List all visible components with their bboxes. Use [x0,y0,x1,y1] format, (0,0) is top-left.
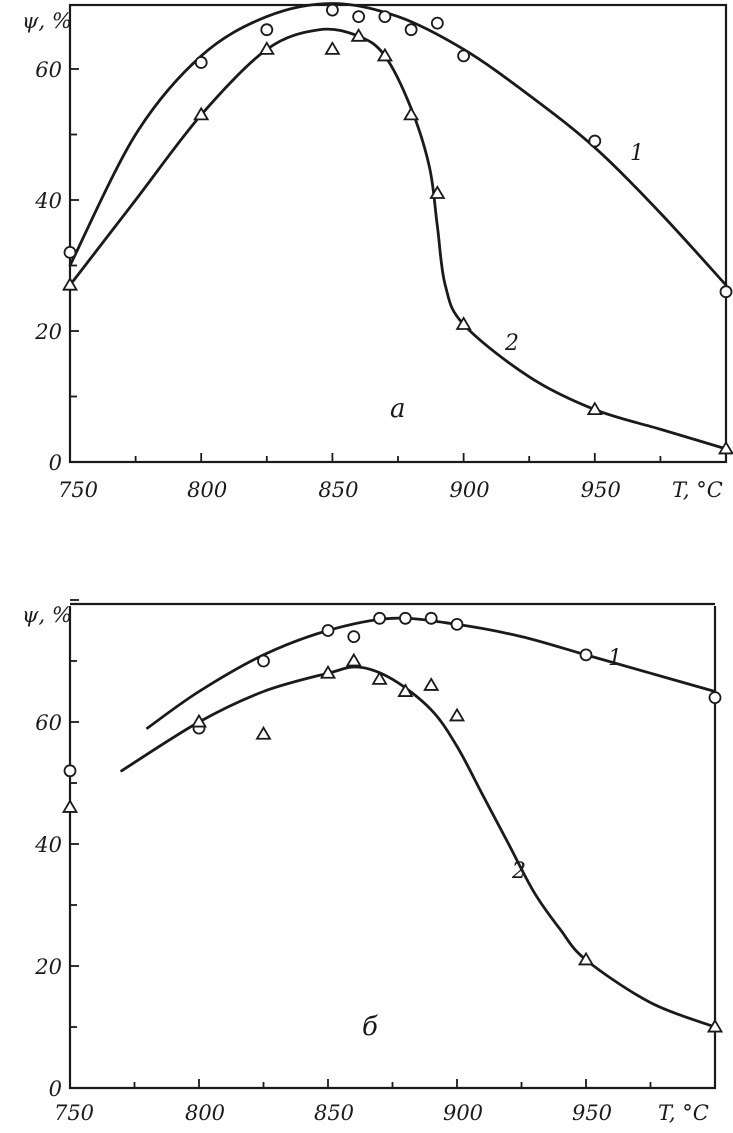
panel-label: б [362,1012,378,1042]
data-point-triangle [577,951,595,966]
y-tick-label: 40 [34,833,62,857]
data-point-circle [430,16,444,30]
data-point-triangle [455,316,472,330]
data-point-triangle [324,41,341,55]
series-2: 2 [61,27,733,455]
data-point-circle [260,23,274,37]
data-point-circle [347,630,361,643]
panel-2: 0 20 40 60 750 800 850 900 950 T, °C ψ, % б 1 2 [22,599,724,1125]
data-point-triangle [423,677,440,691]
data-point-circle [352,10,366,24]
x-tick-label: 900 [443,1101,483,1125]
data-point-triangle [586,401,603,416]
data-point-triangle [255,725,272,740]
y-axis-title: ψ, % [22,603,72,627]
x-tick-label: 800 [185,1101,225,1125]
x-tick-label: 950 [572,1101,612,1125]
series-1-label: 1 [630,141,644,166]
data-point-circle [194,56,208,69]
data-point-triangle [448,707,466,722]
series-2-label: 2 [511,859,526,884]
data-point-triangle [61,276,79,291]
data-point-triangle [397,683,414,697]
series-2: 2 [61,652,724,1033]
y-tick-label: 0 [49,451,62,475]
y-tick-label: 60 [35,58,62,82]
data-point-circle [373,611,387,625]
data-point-circle [378,10,392,24]
data-point-triangle [706,1018,724,1033]
data-point-circle [257,654,270,668]
data-point-triangle [371,671,388,685]
x-tick-label: 850 [314,1101,354,1125]
data-point-circle [321,624,335,637]
data-point-circle [63,245,77,259]
series-2-label: 2 [504,331,519,356]
data-point-triangle [717,440,733,455]
x-tick-label: 800 [187,478,227,502]
data-point-triangle [258,41,275,55]
data-point-circle [719,285,733,299]
data-point-triangle [61,799,79,813]
data-point-circle [63,764,77,778]
series-1-label: 1 [608,646,622,671]
x-axis-title: T, °C [658,1101,709,1125]
y-axis-title: ψ, % [22,9,72,33]
data-point-triangle [345,652,362,667]
x-tick-label: 950 [581,478,621,502]
y-tick-label: 0 [49,1077,62,1101]
series-1: 1 [63,611,722,778]
data-point-circle [450,618,464,631]
panel-label: а [390,394,406,424]
data-point-triangle [319,664,337,679]
x-tick-label: 750 [54,1101,94,1125]
panel-1: 0 20 40 60 750 800 850 900 950 T, °C ψ, % а 1 2 [22,2,733,502]
x-axis-title: T, °C [672,478,723,502]
y-tick-label: 60 [35,711,62,735]
x-tick-label: 750 [58,478,98,502]
data-point-triangle [193,106,210,121]
data-point-circle [708,691,722,704]
data-point-triangle [190,713,208,728]
data-point-circle [424,611,438,625]
data-point-triangle [403,106,420,121]
data-point-circle [457,49,471,63]
series-2-curve [68,27,728,451]
series-2-curve [120,665,717,1029]
data-point-triangle [429,185,446,199]
data-point-circle [588,134,602,148]
series-1-curve [68,2,728,287]
y-tick-label: 20 [34,955,62,979]
x-tick-label: 850 [318,478,358,502]
data-point-circle [579,648,593,662]
y-tick-label: 40 [34,189,62,213]
data-point-circle [398,611,412,625]
data-point-triangle [350,27,367,42]
series-1: 1 [63,2,733,299]
data-point-circle [404,23,418,37]
x-tick-label: 900 [450,478,490,502]
y-tick-label: 20 [34,320,62,344]
data-point-circle [325,3,339,17]
data-point-triangle [376,47,393,62]
